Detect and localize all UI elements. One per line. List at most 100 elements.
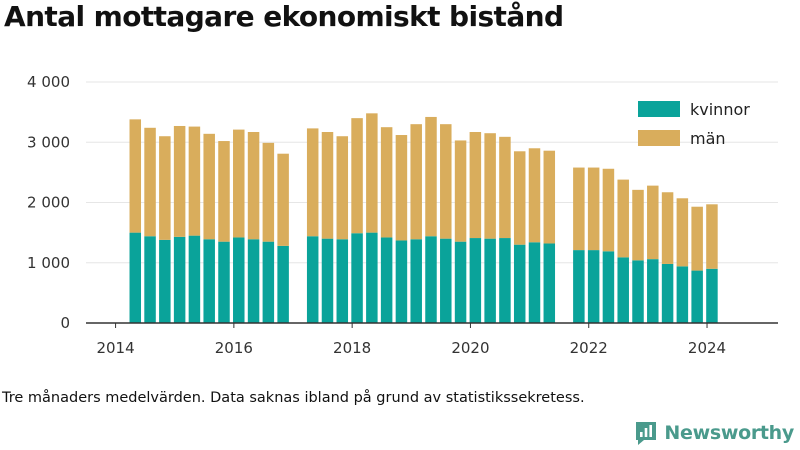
bar-kvinnor — [129, 232, 142, 323]
bar-kvinnor — [602, 251, 615, 323]
bar-kvinnor — [499, 238, 511, 323]
legend-label: män — [690, 129, 726, 148]
legend-swatch — [638, 130, 680, 146]
bar-man — [587, 167, 600, 251]
bar-kvinnor — [691, 270, 703, 323]
bar-man — [573, 167, 585, 251]
bar-man — [203, 133, 215, 240]
x-tick-label: 2022 — [570, 339, 608, 357]
bar-kvinnor — [484, 238, 496, 323]
bar-man — [617, 179, 629, 258]
bar-man — [262, 142, 275, 242]
bar-man — [440, 124, 452, 239]
bar-man — [233, 129, 245, 238]
legend-swatch — [638, 101, 680, 117]
bar-man — [706, 204, 718, 269]
bar-kvinnor — [173, 236, 186, 323]
bar-kvinnor — [410, 239, 422, 323]
chart: 0 1 000 2 000 3 000 4 000 2014 2016 2018 2020 202… — [27, 73, 778, 357]
bar-kvinnor — [632, 260, 644, 323]
bar-kvinnor — [543, 243, 556, 323]
bars — [129, 113, 718, 323]
newsworthy-logo-icon — [636, 422, 657, 445]
bar-man — [425, 116, 437, 237]
bar-kvinnor — [336, 239, 349, 323]
bar-kvinnor — [380, 237, 393, 323]
bar-man — [661, 192, 674, 264]
bar-man — [513, 151, 526, 245]
brand[interactable]: Newsworthy — [634, 420, 794, 446]
bar-man — [410, 124, 422, 240]
bar-man — [632, 189, 644, 261]
bar-kvinnor — [188, 235, 201, 323]
bar-kvinnor — [440, 238, 452, 323]
bar-man — [380, 127, 393, 238]
bar-man — [484, 133, 496, 239]
bar-kvinnor — [366, 232, 378, 323]
bar-man — [306, 128, 319, 237]
bar-man — [676, 198, 689, 267]
chart-title: Antal mottagare ekonomiskt bistånd — [4, 0, 564, 33]
y-tick-label: 0 — [60, 314, 70, 332]
bar-man — [247, 132, 260, 240]
bar-kvinnor — [573, 250, 585, 323]
bar-man — [528, 148, 541, 243]
bar-man — [647, 185, 659, 260]
bar-man — [336, 136, 349, 240]
bar-man — [188, 126, 201, 236]
x-tick-label: 2020 — [451, 339, 489, 357]
bar-kvinnor — [676, 266, 689, 323]
bar-kvinnor — [661, 263, 674, 323]
axes: 0 1 000 2 000 3 000 4 000 2014 2016 2018 2020 202… — [27, 73, 778, 357]
bar-kvinnor — [218, 241, 230, 323]
bar-kvinnor — [247, 239, 260, 323]
bar-man — [469, 132, 482, 239]
bar-kvinnor — [203, 239, 215, 323]
x-tick-label: 2024 — [688, 339, 726, 357]
bar-man — [395, 135, 408, 241]
bar-man — [144, 127, 156, 237]
bar-man — [543, 150, 556, 244]
brand-name: Newsworthy — [664, 422, 794, 444]
bar-man — [321, 132, 334, 239]
y-tick-label: 1 000 — [27, 254, 70, 272]
caption-note: Tre månaders medelvärden. Data saknas ib… — [2, 390, 585, 406]
bar-man — [159, 136, 171, 240]
bar-man — [454, 140, 467, 242]
bar-kvinnor — [513, 244, 526, 323]
bar-kvinnor — [144, 236, 156, 323]
bar-kvinnor — [306, 236, 319, 323]
y-tick-label: 4 000 — [27, 73, 70, 91]
bar-man — [277, 153, 289, 246]
bar-kvinnor — [277, 245, 289, 323]
x-tick-label: 2014 — [96, 339, 134, 357]
bar-kvinnor — [706, 268, 718, 323]
bar-man — [499, 136, 511, 239]
bar-kvinnor — [587, 250, 600, 323]
bar-kvinnor — [395, 240, 408, 323]
bar-kvinnor — [647, 259, 659, 323]
bar-kvinnor — [469, 238, 482, 323]
bar-kvinnor — [233, 237, 245, 323]
legend-label: kvinnor — [690, 100, 750, 119]
y-tick-label: 3 000 — [27, 133, 70, 151]
bar-man — [366, 113, 378, 233]
bar-man — [351, 118, 363, 234]
bar-man — [602, 168, 615, 252]
x-tick-label: 2018 — [333, 339, 371, 357]
x-tick-label: 2016 — [215, 339, 253, 357]
bar-man — [129, 119, 142, 233]
bar-man — [218, 141, 230, 242]
y-tick-label: 2 000 — [27, 194, 70, 212]
legend: kvinnor män — [638, 100, 750, 148]
bar-kvinnor — [159, 239, 171, 323]
bar-man — [173, 125, 186, 237]
bar-kvinnor — [351, 233, 363, 323]
bar-man — [691, 206, 703, 271]
bar-kvinnor — [321, 238, 334, 323]
bar-kvinnor — [528, 242, 541, 323]
bar-kvinnor — [262, 241, 275, 323]
bar-kvinnor — [617, 257, 629, 323]
bar-kvinnor — [454, 241, 467, 323]
bar-kvinnor — [425, 236, 437, 323]
